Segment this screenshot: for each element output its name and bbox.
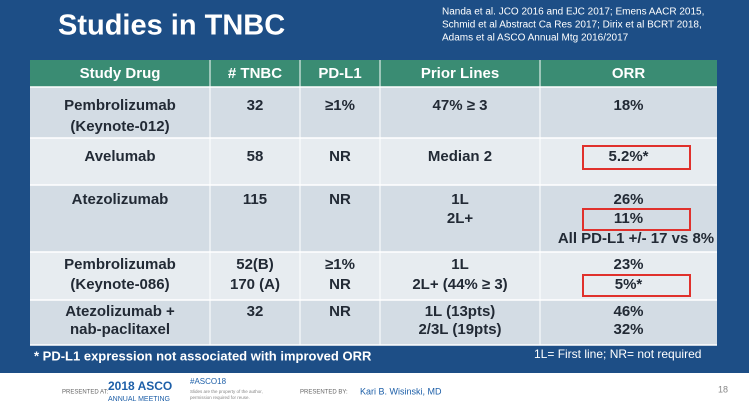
table-cell: NR: [329, 148, 351, 165]
presenter: Kari B. Wisinski, MD: [360, 386, 442, 396]
table-cell: 2L+: [447, 210, 474, 227]
table-cell: 5%*: [615, 276, 643, 293]
reference: Schmid et al Abstract Ca Res 2017; Dirix…: [442, 20, 702, 31]
table-cell: (Keynote-012): [70, 118, 169, 135]
footer-background: [0, 373, 749, 411]
table-cell: Pembrolizumab: [64, 97, 176, 114]
table-row: [30, 300, 717, 345]
highlight-box: [582, 274, 691, 297]
table-cell: 47% ≥ 3: [433, 97, 488, 114]
table-cell: Avelumab: [84, 148, 155, 165]
table-cell: 2L+ (44% ≥ 3): [412, 276, 507, 293]
table-cell: Pembrolizumab: [64, 256, 176, 273]
column-header: # TNBC: [228, 65, 282, 82]
presented-at-label: PRESENTED AT:: [62, 390, 109, 396]
meeting-name: 2018 ASCO: [108, 379, 172, 393]
table-cell: ≥1%: [325, 97, 355, 114]
table-cell: 1L: [451, 191, 469, 208]
table-cell: nab-paclitaxel: [70, 321, 170, 338]
column-header: PD-L1: [318, 65, 361, 82]
table-cell: 170 (A): [230, 276, 280, 293]
table-cell: 26%: [613, 191, 643, 208]
table-cell: NR: [329, 276, 351, 293]
table-cell: All PD-L1 +/- 17 vs 8%: [558, 230, 714, 247]
table-row: [30, 87, 717, 138]
table-cell: 11%: [614, 210, 643, 227]
column-header: Prior Lines: [421, 65, 499, 82]
table-cell: Atezolizumab +: [65, 303, 175, 320]
table-cell: Median 2: [428, 148, 492, 165]
table-cell: Atezolizumab: [72, 191, 169, 208]
table-cell: 32%: [613, 321, 643, 338]
table: Study Drug # TNBC PD-L1 Prior Lines ORR Pembr…: [30, 60, 717, 346]
table-cell: NR: [329, 191, 351, 208]
disclaimer: Slides are the property of the author,: [190, 389, 263, 394]
header-row: [30, 60, 717, 87]
table-row: [30, 185, 717, 252]
abbreviations: 1L= First line; NR= not required: [534, 347, 701, 361]
table-cell: 52(B): [236, 256, 274, 273]
hashtag: #ASCO18: [190, 377, 227, 386]
table-cell: 23%: [613, 256, 643, 273]
footnote: * PD-L1 expression not associated with i…: [34, 348, 372, 363]
table-cell: (Keynote-086): [70, 276, 169, 293]
table-cell: 115: [243, 191, 267, 208]
presented-by-label: PRESENTED BY:: [300, 390, 348, 396]
table-cell: 2/3L (19pts): [418, 321, 501, 338]
table-cell: 1L: [451, 256, 469, 273]
meeting-name: ANNUAL MEETING: [108, 396, 170, 403]
table-cell: 32: [247, 303, 264, 320]
table-cell: NR: [329, 303, 351, 320]
table-cell: 5.2%*: [608, 148, 648, 165]
page-number: 18: [718, 384, 728, 394]
reference: Adams et al ASCO Annual Mtg 2016/2017: [442, 33, 629, 44]
highlight-box: [582, 145, 691, 170]
table-cell: 58: [247, 148, 264, 165]
slide-title: Studies in TNBC: [58, 10, 285, 42]
table-cell: 18%: [613, 97, 643, 114]
table-cell: 32: [247, 97, 264, 114]
reference: Nanda et al. JCO 2016 and EJC 2017; Emen…: [442, 7, 704, 18]
disclaimer: permission required for reuse.: [190, 395, 250, 400]
table-cell: ≥1%: [325, 256, 355, 273]
column-header: Study Drug: [80, 65, 161, 82]
table-cell: 46%: [613, 303, 643, 320]
highlight-box: [582, 208, 691, 231]
column-header: ORR: [612, 65, 646, 82]
table-cell: 1L (13pts): [425, 303, 496, 320]
